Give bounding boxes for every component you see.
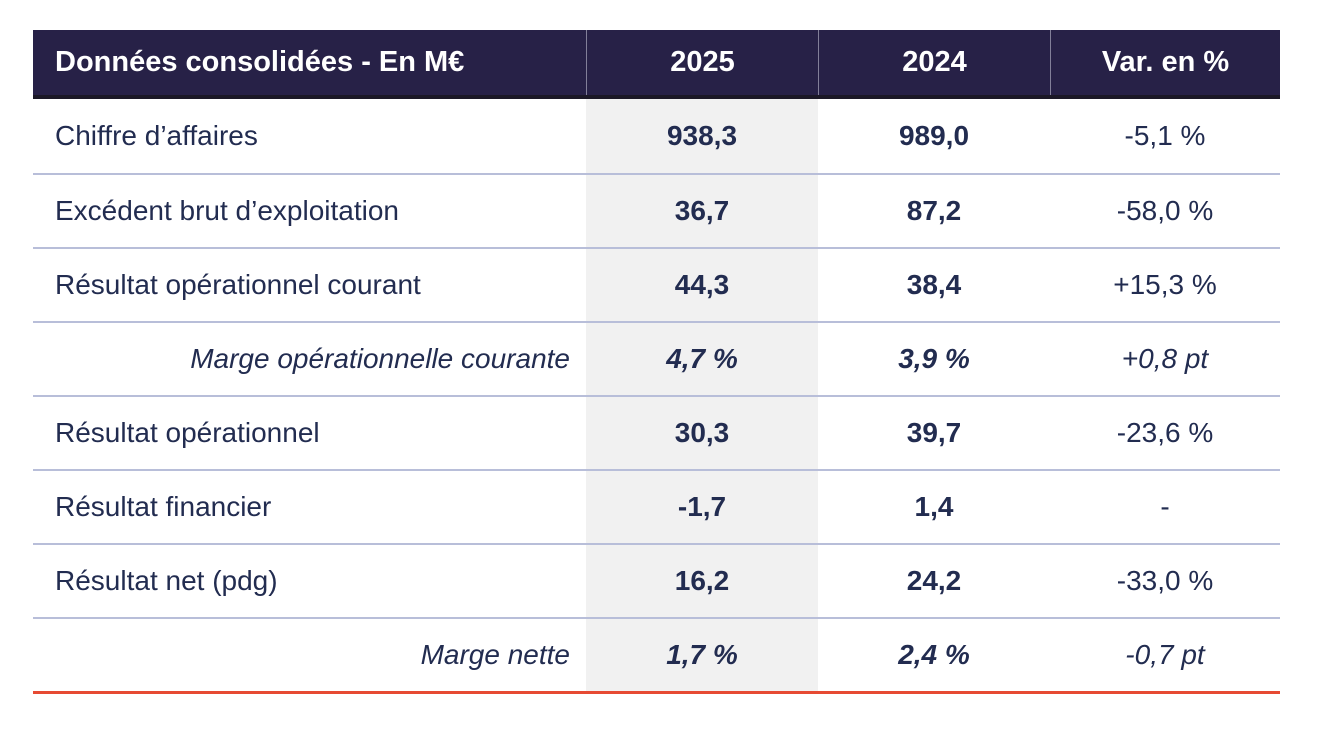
row-label: Résultat opérationnel courant xyxy=(55,269,421,300)
table-row: Résultat opérationnel 30,3 39,7 -23,6 % xyxy=(33,395,1280,469)
value-2025: -1,7 xyxy=(586,471,818,543)
row-label: Chiffre d’affaires xyxy=(55,120,258,151)
column-header-variation: Var. en % xyxy=(1050,30,1280,95)
value-2024: 2,4 % xyxy=(898,639,970,670)
value-variation: - xyxy=(1160,491,1170,522)
value-variation: +15,3 % xyxy=(1113,269,1217,300)
table-title: Données consolidées - En M€ xyxy=(55,46,465,78)
value-variation: -23,6 % xyxy=(1116,417,1214,448)
value-2024: 3,9 % xyxy=(898,343,970,374)
value-variation: -58,0 % xyxy=(1116,195,1214,226)
value-2024: 24,2 xyxy=(906,565,962,596)
column-header-2024: 2024 xyxy=(818,30,1050,95)
table-row: Résultat financier -1,7 1,4 - xyxy=(33,469,1280,543)
value-2024: 38,4 xyxy=(906,269,962,300)
value-2025: 30,3 xyxy=(586,397,818,469)
value-2024: 87,2 xyxy=(906,195,962,226)
value-2025: 16,2 xyxy=(586,545,818,617)
table-row: Résultat net (pdg) 16,2 24,2 -33,0 % xyxy=(33,543,1280,617)
value-2025: 44,3 xyxy=(586,249,818,321)
value-variation: -0,7 pt xyxy=(1125,639,1205,670)
column-header-2025: 2025 xyxy=(586,30,818,95)
value-2024: 39,7 xyxy=(906,417,962,448)
table-body: Chiffre d’affaires 938,3 989,0 -5,1 % Ex… xyxy=(33,99,1280,691)
table-row: Résultat opérationnel courant 44,3 38,4 … xyxy=(33,247,1280,321)
value-variation: -5,1 % xyxy=(1124,120,1206,151)
value-2024: 1,4 xyxy=(914,491,954,522)
value-2025: 938,3 xyxy=(586,99,818,173)
table-row: Chiffre d’affaires 938,3 989,0 -5,1 % xyxy=(33,99,1280,173)
row-label: Résultat opérationnel xyxy=(55,417,320,448)
row-label: Résultat net (pdg) xyxy=(55,565,278,596)
value-2025: 1,7 % xyxy=(586,619,818,691)
value-variation: -33,0 % xyxy=(1116,565,1214,596)
value-variation: +0,8 pt xyxy=(1121,343,1209,374)
row-label: Marge opérationnelle courante xyxy=(190,343,570,374)
table-header-row: Données consolidées - En M€ 2025 2024 Va… xyxy=(33,30,1280,99)
consolidated-financials-table: Données consolidées - En M€ 2025 2024 Va… xyxy=(33,30,1280,694)
table-row: Marge opérationnelle courante 4,7 % 3,9 … xyxy=(33,321,1280,395)
value-2024: 989,0 xyxy=(898,120,970,151)
value-2025: 4,7 % xyxy=(586,323,818,395)
row-label: Marge nette xyxy=(420,639,570,670)
table-row: Marge nette 1,7 % 2,4 % -0,7 pt xyxy=(33,617,1280,691)
row-label: Résultat financier xyxy=(55,491,272,522)
table-row: Excédent brut d’exploitation 36,7 87,2 -… xyxy=(33,173,1280,247)
value-2025: 36,7 xyxy=(586,175,818,247)
row-label: Excédent brut d’exploitation xyxy=(55,195,399,226)
